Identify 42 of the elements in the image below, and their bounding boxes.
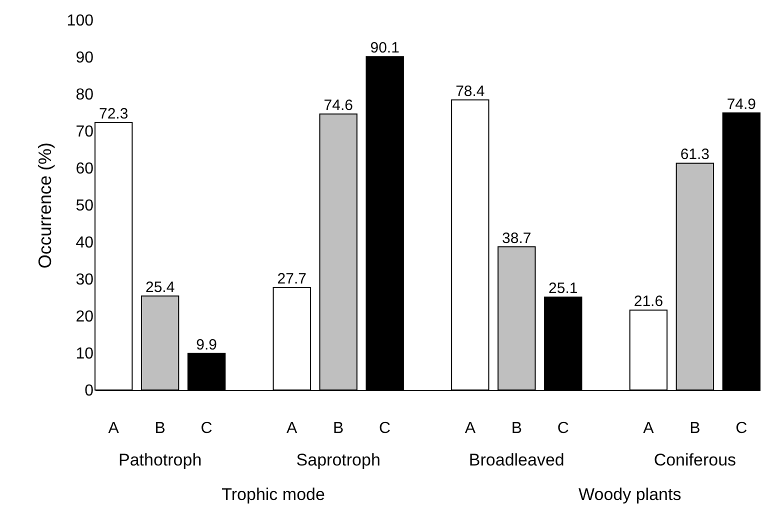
y-tick-label: 60 [76,160,94,178]
data-label: 61.3 [680,146,710,164]
y-tick-label: 50 [76,198,94,214]
data-label: 27.7 [277,270,306,288]
text: Woody plants [578,485,682,504]
y-tick-label: 20 [76,308,94,326]
data-label: 90.1 [370,40,400,57]
text: C [736,420,748,437]
text: C [379,420,391,437]
y-tick-label: 10 [76,346,94,362]
y-axis-title: Occurrence (%) [34,142,55,269]
data-label: 21.6 [634,293,664,310]
series-label: B [154,420,166,437]
text: B [690,420,700,437]
x-tick-label: Broadleaved [468,450,564,470]
text: A [464,420,476,437]
y-tick-label: 70 [76,124,94,140]
data-label: 72.3 [98,105,128,122]
data-label: 74.9 [726,96,756,113]
data-label: 74.6 [324,96,353,114]
y-tick-label: 80 [76,86,94,104]
x-tick-label: Saprotroph [296,450,380,470]
y-tick-label: 0 [84,382,94,400]
text: B [333,420,344,437]
data-label: 25.1 [548,280,578,298]
x-tick-label: Pathotroph [118,450,202,470]
text: A [643,420,654,437]
data-label: 38.7 [502,230,532,247]
text: B [511,420,522,437]
text: Trophic mode [222,485,325,504]
y-tick-label: 90 [76,50,94,66]
data-label: 9.9 [196,336,217,354]
text: A [286,420,298,437]
series-label: C [200,420,212,437]
series-label: A [108,420,120,437]
y-tick-label: 100 [66,12,94,30]
data-label: 25.4 [145,279,175,296]
x-tick-label: Coniferous [654,450,736,470]
y-tick-label: 40 [76,234,94,252]
text: C [557,420,569,437]
data-label: 78.4 [456,82,485,100]
y-tick-label: 30 [76,272,94,288]
